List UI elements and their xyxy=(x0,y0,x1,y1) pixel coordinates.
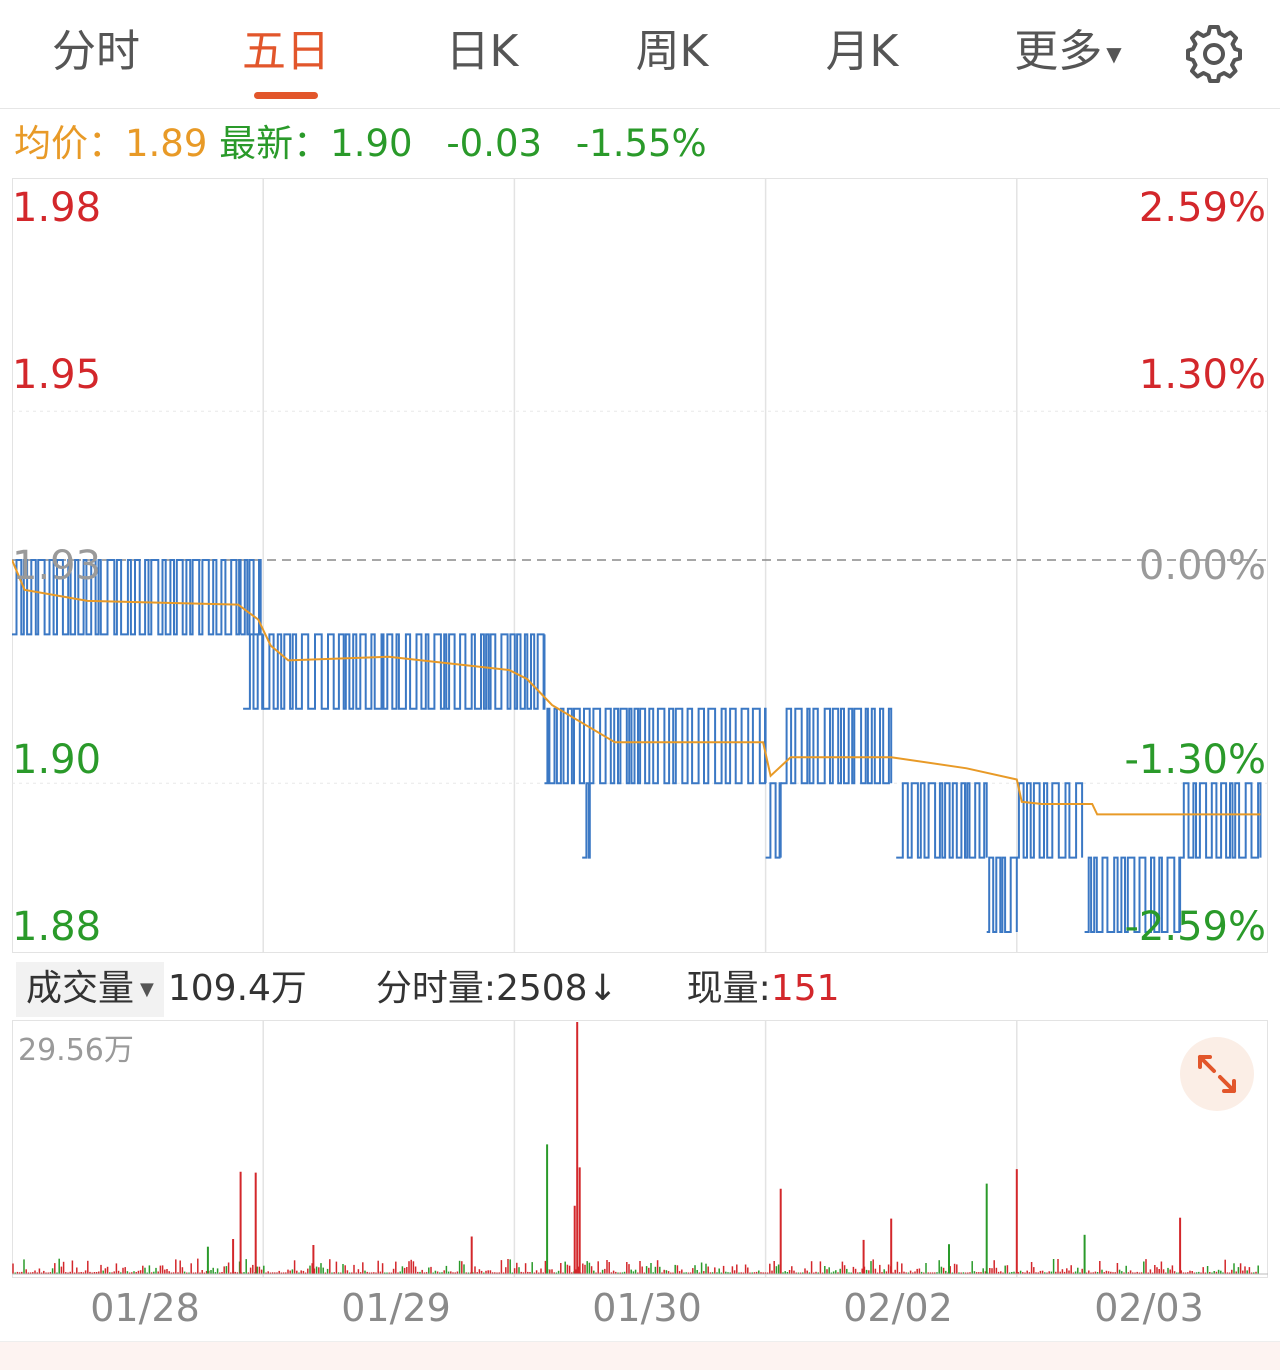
five-day-price-chart[interactable] xyxy=(12,178,1268,953)
price-line-segment xyxy=(240,559,262,636)
price-change: -0.03 xyxy=(446,122,543,165)
y-right-tick: -2.59% xyxy=(1124,904,1266,950)
minute-volume-label: 分时量: xyxy=(375,968,496,1009)
volume-bars xyxy=(12,1022,1259,1274)
y-left-tick: 1.95 xyxy=(12,352,102,398)
expand-button[interactable] xyxy=(1180,1037,1254,1111)
y-right-tick: 1.30% xyxy=(1138,352,1266,398)
volume-indicator-select[interactable]: 成交量 ▼ xyxy=(16,962,164,1017)
price-series xyxy=(12,559,1262,933)
price-change-pct: -1.55% xyxy=(575,122,707,165)
tab-more-label: 更多 xyxy=(1014,26,1103,77)
tab-monthly-k[interactable]: 月K xyxy=(825,26,899,77)
x-date-label: 02/02 xyxy=(843,1286,953,1330)
tab-five-day[interactable]: 五日 xyxy=(242,26,330,77)
latest-price-value: 1.90 xyxy=(330,122,413,165)
caret-down-icon: ▼ xyxy=(140,979,154,1000)
x-date-label: 02/03 xyxy=(1094,1286,1204,1330)
avg-price-value: 1.89 xyxy=(125,122,208,165)
caret-down-icon: ▼ xyxy=(1106,42,1122,66)
y-right-tick: -1.30% xyxy=(1124,737,1266,783)
expand-icon xyxy=(1198,1055,1236,1093)
y-right-tick: 2.59% xyxy=(1138,185,1266,231)
chart-frame xyxy=(12,178,1268,953)
price-line-segment xyxy=(12,559,242,636)
down-arrow-icon: ↓ xyxy=(587,968,618,1009)
y-left-tick: 1.98 xyxy=(12,185,102,231)
price-info-bar: 均价：1.89 最新：1.90 -0.03 -1.55% xyxy=(14,118,707,170)
volume-bar-chart[interactable] xyxy=(12,1020,1268,1278)
latest-price-label: 最新： xyxy=(219,122,331,165)
y-left-tick: 1.88 xyxy=(12,904,102,950)
price-line-segment xyxy=(780,707,893,785)
y-left-tick: 1.90 xyxy=(12,737,102,783)
active-tab-indicator xyxy=(254,92,318,99)
volume-indicator-label: 成交量 xyxy=(26,968,135,1009)
price-line-segment xyxy=(243,633,265,710)
x-date-label: 01/28 xyxy=(90,1286,200,1330)
x-date-label: 01/29 xyxy=(341,1286,451,1330)
tab-intraday[interactable]: 分时 xyxy=(52,26,140,77)
total-volume: 109.4万 xyxy=(167,968,307,1009)
price-line-segment xyxy=(1084,856,1182,933)
tab-daily-k[interactable]: 日K xyxy=(445,26,519,77)
current-volume-value: 151 xyxy=(770,968,840,1009)
volume-info-bar: 成交量 ▼ 109.4万 分时量:2508↓ 现量:151 xyxy=(16,962,1266,1017)
minute-volume-value: 2508 xyxy=(495,968,588,1009)
chart-period-tabbar: 分时 五日 日K 周K 月K 更多 ▼ xyxy=(0,0,1280,109)
price-line-segment xyxy=(765,782,782,859)
price-line-segment xyxy=(1180,782,1262,859)
volume-max-label: 29.56万 xyxy=(18,1033,134,1068)
price-line-segment xyxy=(896,782,988,859)
avg-price-line xyxy=(12,559,1261,816)
price-line-segment xyxy=(544,707,767,785)
bottom-strip xyxy=(0,1341,1280,1370)
tab-more[interactable]: 更多 ▼ xyxy=(998,22,1138,82)
current-volume-label: 现量: xyxy=(686,968,771,1009)
y-left-tick: 1.93 xyxy=(12,543,102,589)
volume-frame xyxy=(12,1020,1268,1278)
price-line-segment xyxy=(263,633,546,710)
avg-price-label: 均价： xyxy=(14,122,125,165)
x-date-label: 01/30 xyxy=(592,1286,702,1330)
tab-weekly-k[interactable]: 周K xyxy=(635,26,709,77)
y-right-tick: 0.00% xyxy=(1138,543,1266,589)
price-line-segment xyxy=(1016,782,1084,859)
price-line-segment xyxy=(986,856,1018,933)
price-line-segment xyxy=(582,782,591,859)
gear-icon[interactable] xyxy=(1184,24,1244,84)
